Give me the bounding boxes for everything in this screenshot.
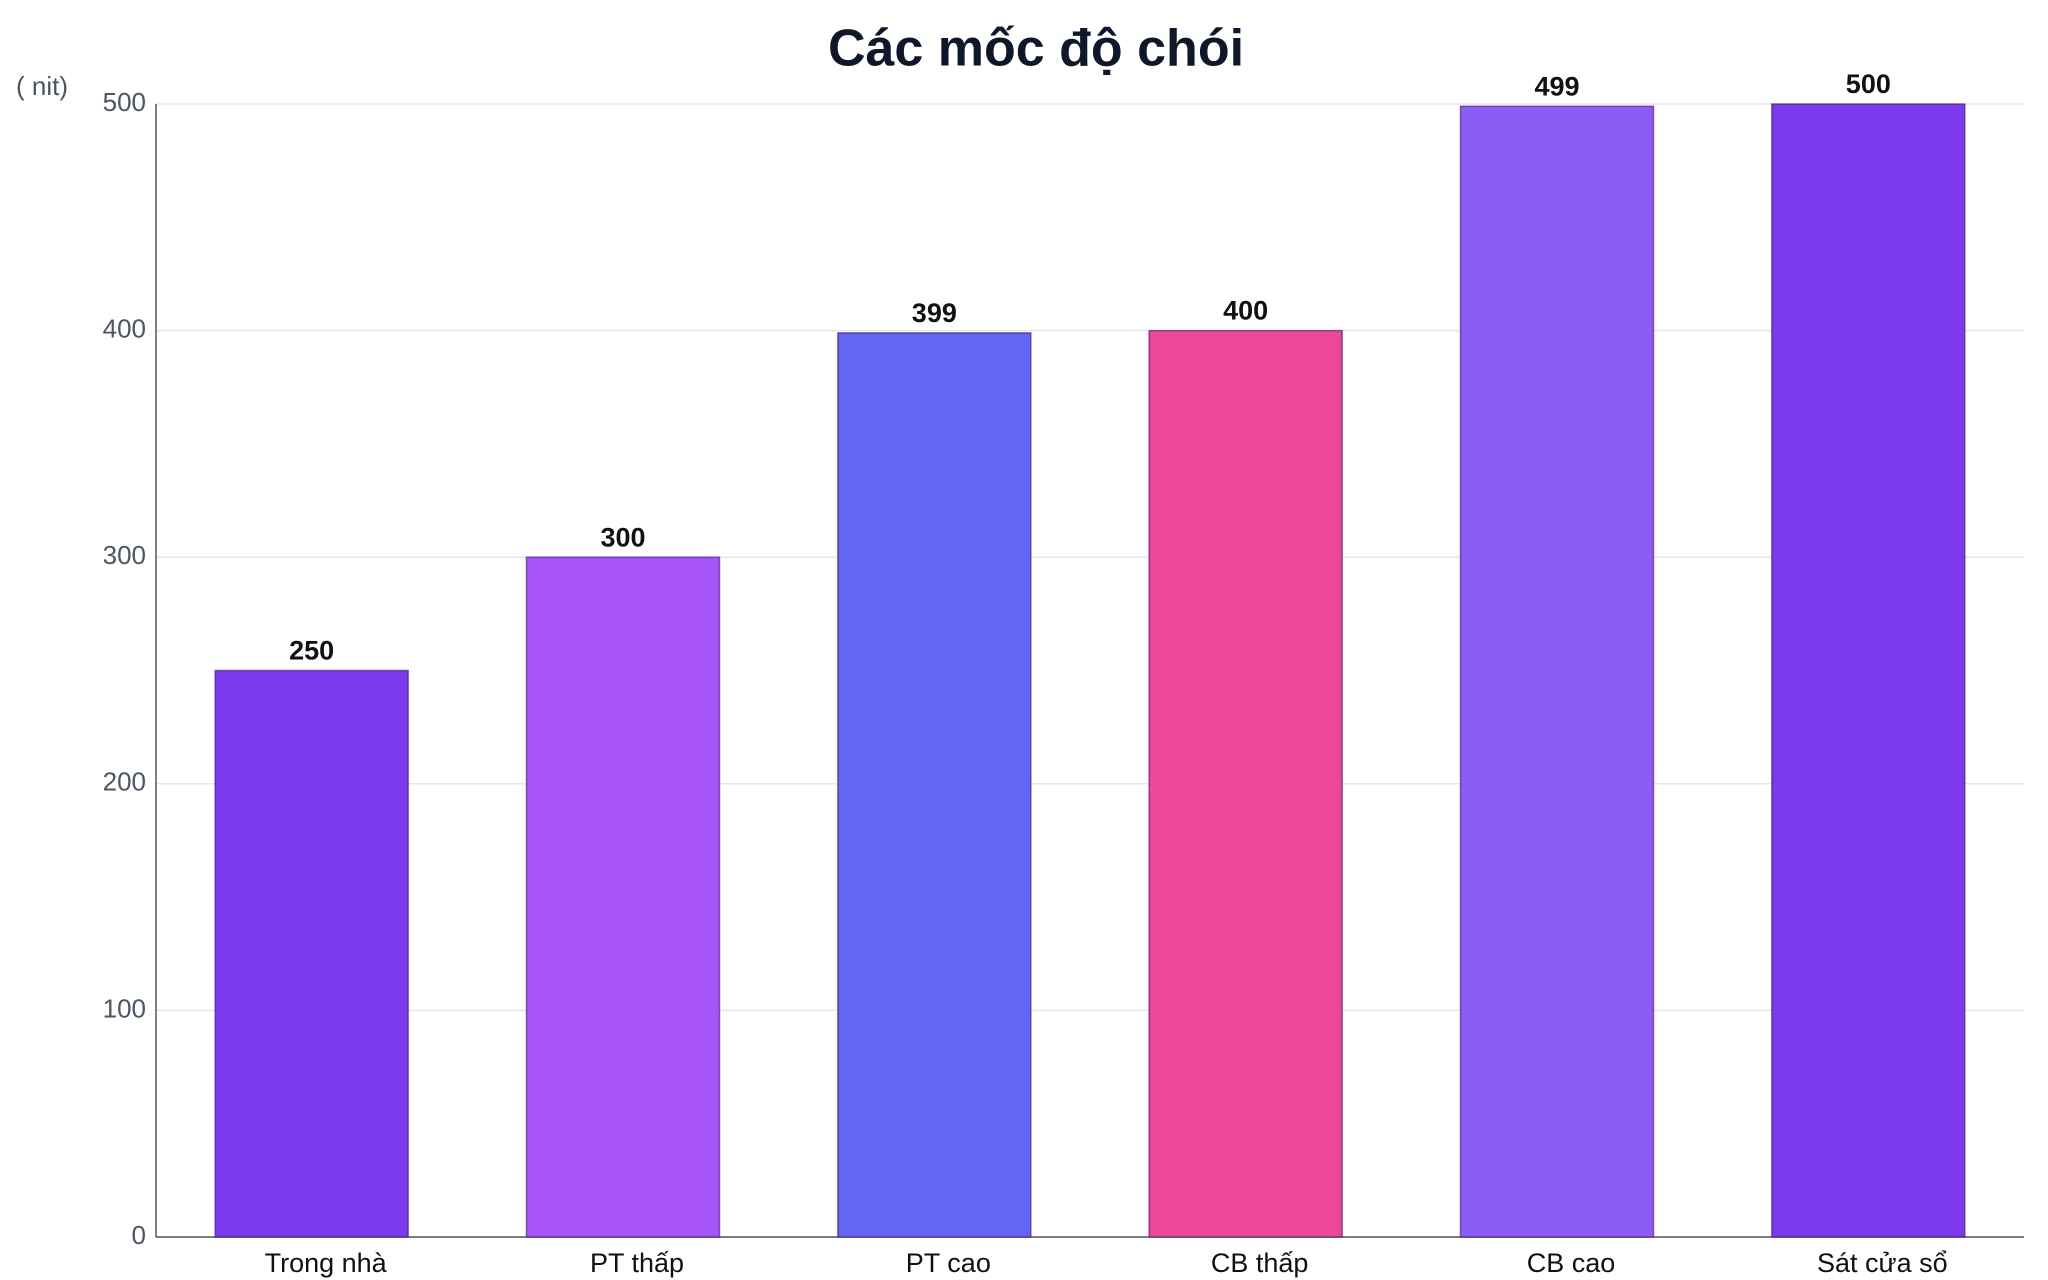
bar — [525, 556, 721, 1238]
bar — [1148, 329, 1343, 1238]
value-label: 400 — [1223, 296, 1268, 326]
y-tick-label: 100 — [103, 993, 146, 1023]
value-label: 250 — [289, 636, 334, 666]
bar — [1459, 105, 1655, 1238]
bar — [1771, 103, 1966, 1238]
value-label: 499 — [1534, 71, 1579, 101]
y-tick-label: 400 — [103, 313, 146, 343]
bar — [837, 332, 1032, 1238]
x-tick-label: PT thấp — [590, 1248, 684, 1278]
y-tick-label: 500 — [103, 87, 146, 117]
y-tick-label: 0 — [132, 1220, 146, 1250]
bar — [214, 669, 409, 1238]
x-tick-label: Trong nhà — [265, 1248, 388, 1278]
x-tick-label: Sát cửa sổ — [1817, 1248, 1948, 1278]
y-tick-label: 200 — [103, 767, 146, 797]
x-tick-label: CB thấp — [1211, 1248, 1309, 1278]
value-label: 300 — [600, 522, 645, 552]
value-label: 500 — [1846, 69, 1891, 99]
y-tick-label: 300 — [103, 540, 146, 570]
x-tick-label: CB cao — [1527, 1248, 1616, 1278]
chart-title: Các mốc độ chói — [828, 20, 1244, 78]
x-tick-label: PT cao — [906, 1248, 991, 1278]
value-label: 399 — [912, 298, 957, 328]
y-axis-label: ( nit) — [16, 71, 68, 101]
